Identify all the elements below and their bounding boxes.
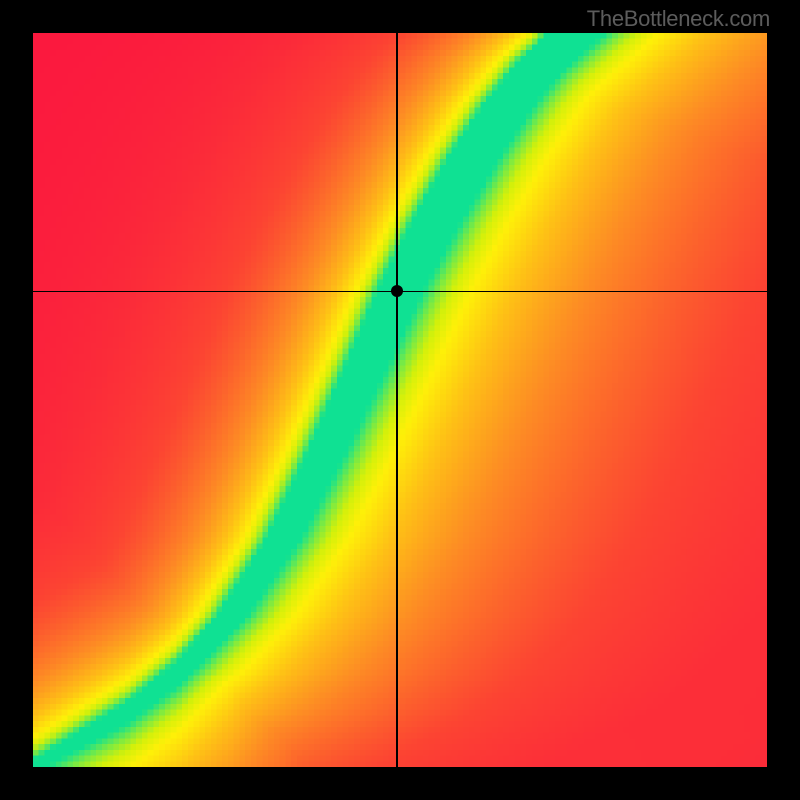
watermark-text: TheBottleneck.com [587, 6, 770, 32]
plot-area [33, 33, 767, 767]
heatmap-canvas [33, 33, 767, 767]
chart-container: TheBottleneck.com [0, 0, 800, 800]
crosshair-vertical [396, 33, 397, 767]
crosshair-marker [391, 285, 403, 297]
